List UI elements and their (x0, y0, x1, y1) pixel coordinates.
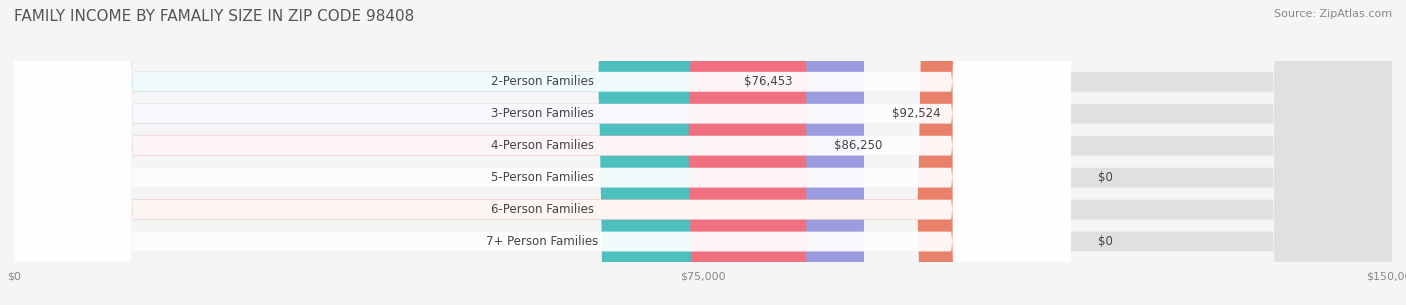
Text: 2-Person Families: 2-Person Families (491, 75, 593, 88)
FancyBboxPatch shape (14, 0, 807, 305)
Text: $76,453: $76,453 (744, 75, 793, 88)
FancyBboxPatch shape (14, 0, 1392, 305)
FancyBboxPatch shape (14, 0, 1070, 305)
Text: $0: $0 (1098, 235, 1114, 248)
Text: 7+ Person Families: 7+ Person Families (486, 235, 599, 248)
FancyBboxPatch shape (14, 0, 1392, 305)
Text: $92,524: $92,524 (891, 107, 941, 120)
FancyBboxPatch shape (14, 0, 1070, 305)
FancyBboxPatch shape (14, 0, 1035, 305)
FancyBboxPatch shape (14, 0, 1392, 305)
Text: $86,250: $86,250 (834, 139, 883, 152)
Text: 6-Person Families: 6-Person Families (491, 203, 593, 216)
FancyBboxPatch shape (14, 0, 1070, 305)
FancyBboxPatch shape (14, 0, 1070, 305)
FancyBboxPatch shape (14, 0, 1392, 305)
Text: $111,195: $111,195 (956, 203, 1012, 216)
FancyBboxPatch shape (14, 0, 1070, 305)
FancyBboxPatch shape (14, 0, 1070, 305)
Text: 3-Person Families: 3-Person Families (491, 107, 593, 120)
FancyBboxPatch shape (14, 0, 1392, 305)
Text: FAMILY INCOME BY FAMALIY SIZE IN ZIP CODE 98408: FAMILY INCOME BY FAMALIY SIZE IN ZIP COD… (14, 9, 415, 24)
Text: 4-Person Families: 4-Person Families (491, 139, 593, 152)
FancyBboxPatch shape (14, 0, 716, 305)
Text: $0: $0 (1098, 171, 1114, 184)
FancyBboxPatch shape (14, 0, 1392, 305)
Text: Source: ZipAtlas.com: Source: ZipAtlas.com (1274, 9, 1392, 19)
FancyBboxPatch shape (14, 0, 863, 305)
Text: 5-Person Families: 5-Person Families (491, 171, 593, 184)
